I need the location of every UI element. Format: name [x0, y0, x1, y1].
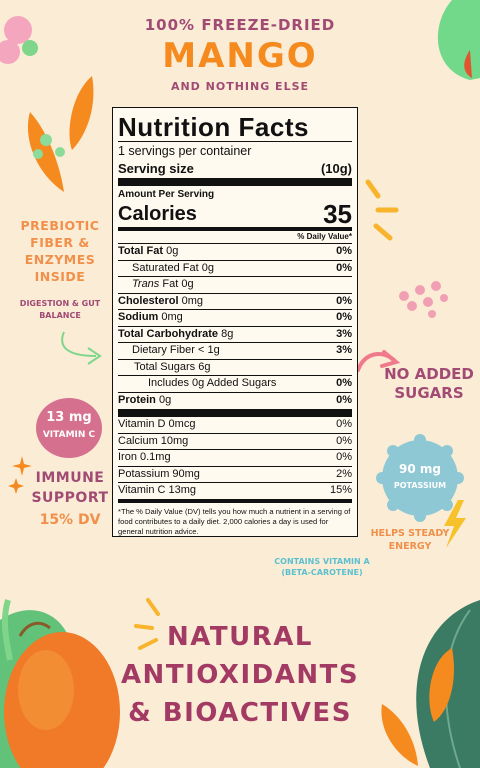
mango-slice-icon [381, 704, 418, 766]
calories-label: Calories [118, 203, 197, 225]
amount-per-serving: Amount Per Serving [118, 189, 215, 200]
nutrition-facts-label: Nutrition Facts 1 servings per container… [112, 107, 358, 537]
daily-value: 0% [336, 294, 352, 307]
daily-value: 2% [336, 467, 352, 480]
label-title: Nutrition Facts [118, 112, 309, 142]
daily-value: 3% [336, 327, 352, 340]
pink-dots-icon [399, 281, 448, 318]
arrow-icon [61, 331, 102, 365]
steady-energy-callout: HELPS STEADY ENERGY [370, 528, 450, 552]
potassium-badge [376, 434, 464, 522]
serving-size-label: Serving size [118, 161, 194, 176]
calories-row: Calories 35 [118, 201, 352, 227]
nutrient-row: Saturated Fat 0g 0% [118, 259, 352, 277]
nutrient-row: Trans Fat 0g [118, 276, 352, 293]
lightning-icon [444, 500, 466, 548]
serving-size-row: Serving size (10g) [118, 160, 352, 178]
mango-slice-icon [69, 76, 94, 150]
vitamin-row: Iron 0.1mg 0% [118, 449, 352, 466]
vitamin-row: Potassium 90mg 2% [118, 465, 352, 483]
green-dots-icon [33, 134, 65, 159]
star-icon [12, 456, 32, 476]
daily-value: 0% [336, 377, 352, 389]
vitamin-c-amount: 13 mg [46, 410, 92, 425]
potassium-amount: 90 mg [399, 462, 441, 476]
daily-value: 0% [336, 393, 352, 406]
product-title: MANGO [162, 36, 318, 76]
immune-dv-callout: 15% DV [39, 512, 101, 528]
vitamin-c-badge [36, 398, 102, 458]
star-icon [8, 478, 24, 494]
servings-per-container: 1 servings per container [118, 144, 252, 158]
daily-value: 3% [336, 344, 352, 356]
mango-slice-icon [429, 648, 454, 722]
nutrient-row: Sodium 0mg 0% [118, 309, 352, 326]
calories-value: 35 [323, 199, 352, 229]
vitamin-a-callout: CONTAINS VITAMIN A (BETA-CAROTENE) [274, 557, 370, 577]
daily-value: 15% [329, 484, 352, 496]
vitamin-row: Calcium 10mg 0% [118, 432, 352, 450]
digestion-callout: DIGESTION & GUT BALANCE [19, 299, 101, 320]
bottom-line-3: & BIOACTIVES [128, 698, 352, 728]
no-added-sugars-callout: NO ADDED SUGARS [384, 365, 474, 402]
mango-icon [0, 599, 120, 768]
bottom-line-2: ANTIOXIDANTS [120, 660, 360, 690]
daily-value: 0% [336, 451, 352, 463]
nutrient-row: Total Carbohydrate 8g 3% [118, 325, 352, 343]
immune-support-callout: IMMUNE SUPPORT [31, 470, 109, 506]
header-subtitle: 100% FREEZE-DRIED [144, 16, 336, 34]
potassium-label: POTASSIUM [393, 481, 447, 490]
daily-value-header: % Daily Value* [297, 232, 352, 241]
vitamin-row: Vitamin D 0mcg 0% [118, 417, 352, 433]
nutrient-row: Total Fat 0g 0% [118, 243, 352, 260]
bottom-headline: NATURAL ANTIOXIDANTS & BIOACTIVES [0, 618, 480, 732]
label-footnote: *The % Daily Value (DV) tells you how mu… [118, 506, 351, 536]
nutrient-row: Total Sugars 6g [118, 358, 352, 376]
sparkle-icon [365, 179, 399, 241]
header-tagline: AND NOTHING ELSE [170, 80, 310, 93]
daily-value: 0% [336, 418, 352, 430]
nutrient-row: Dietary Fiber < 1g 3% [118, 342, 352, 359]
sparkle-icon [134, 598, 160, 650]
vitamin-c-label: VITAMIN C [42, 430, 96, 440]
daily-value: 0% [336, 245, 352, 257]
arrow-icon [356, 350, 401, 372]
nutrient-row: Includes 0g Added Sugars 0% [118, 375, 352, 392]
nutrient-row: Cholesterol 0mg 0% [118, 292, 352, 310]
nutrient-row: Protein 0g 0% [118, 391, 352, 409]
daily-value: 0% [336, 261, 352, 274]
daily-value: 0% [336, 311, 352, 323]
serving-size-value: (10g) [320, 161, 352, 176]
vitamin-row: Vitamin C 13mg 15% [118, 482, 352, 499]
daily-value: 0% [336, 434, 352, 447]
leaf-icon [464, 50, 472, 78]
prebiotic-callout: PREBIOTIC FIBER & ENZYMES INSIDE [20, 218, 100, 284]
bottom-line-1: NATURAL [167, 622, 313, 652]
mango-slice-icon [27, 112, 64, 192]
pink-flower-icon [0, 16, 38, 64]
